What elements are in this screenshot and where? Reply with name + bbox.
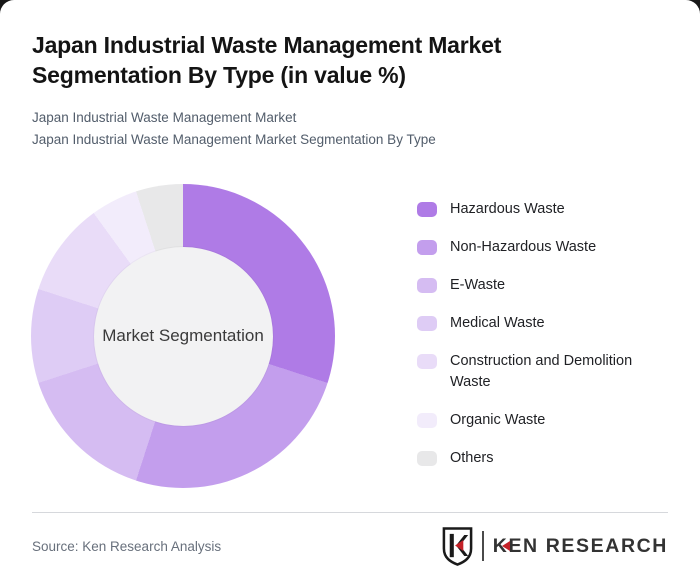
legend-swatch xyxy=(417,240,437,255)
legend-swatch xyxy=(417,202,437,217)
page-title: Japan Industrial Waste Management Market… xyxy=(32,32,502,88)
ken-research-shield-icon xyxy=(442,526,473,566)
legend-item: Construction and Demolition Waste xyxy=(417,351,672,393)
donut-center-label: Market Segmentation xyxy=(102,326,264,345)
legend-label: Non-Hazardous Waste xyxy=(450,239,597,255)
legend-swatch xyxy=(417,278,437,293)
legend-label: E-Waste xyxy=(450,277,506,293)
ken-research-logo: KEN RESEARCH xyxy=(441,526,668,566)
chart-legend: Hazardous Waste Non-Hazardous Waste E-Wast… xyxy=(417,199,672,469)
legend-item: E-Waste xyxy=(417,275,672,296)
legend-label: Medical Waste xyxy=(450,315,545,331)
footer: Source: Ken Research Analysis KEN RESEAR… xyxy=(32,522,668,570)
legend-label: Organic Waste xyxy=(450,412,546,428)
donut-center: Market Segmentation xyxy=(93,246,273,426)
subtitle-line-2: Japan Industrial Waste Management Market… xyxy=(32,131,436,147)
logo-wordmark: KEN RESEARCH xyxy=(492,534,668,557)
legend-swatch xyxy=(417,413,437,428)
legend-swatch xyxy=(417,316,437,331)
legend-item: Organic Waste xyxy=(417,410,672,431)
legend-swatch xyxy=(417,354,437,369)
legend-label: Others xyxy=(450,450,494,466)
legend-label: Hazardous Waste xyxy=(450,201,565,217)
legend-item: Non-Hazardous Waste xyxy=(417,237,672,258)
source-note: Source: Ken Research Analysis xyxy=(32,538,222,554)
footer-divider xyxy=(32,512,668,513)
donut-chart: Market Segmentation xyxy=(31,184,335,488)
subtitle-line-1: Japan Industrial Waste Management Market xyxy=(32,110,297,125)
legend-item: Hazardous Waste xyxy=(417,199,672,220)
legend-item: Others xyxy=(417,448,672,469)
legend-item: Medical Waste xyxy=(417,313,672,334)
breadcrumb: Japan Industrial Waste Management Market… xyxy=(32,107,436,150)
logo-divider xyxy=(481,531,484,561)
legend-label: Construction and Demolition Waste xyxy=(450,353,633,390)
legend-swatch xyxy=(417,451,437,466)
